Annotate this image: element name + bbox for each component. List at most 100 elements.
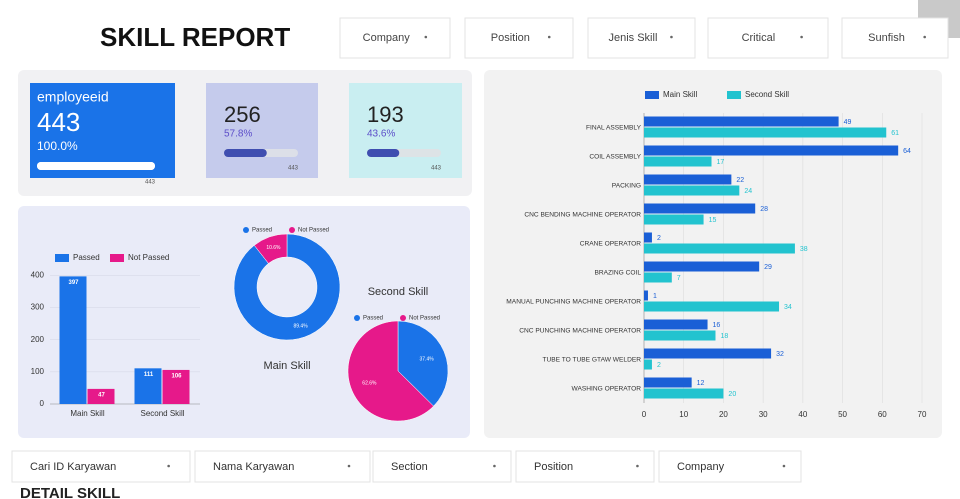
legend-label: Passed <box>252 228 272 234</box>
legend-label: Not Passed <box>298 228 329 234</box>
filter-dropdown[interactable] <box>515 450 655 483</box>
filter-dropdown[interactable] <box>339 17 451 59</box>
filter-dropdown[interactable] <box>11 450 191 483</box>
scorecard-label: employeeid <box>37 89 109 105</box>
bar-value: 17 <box>717 159 725 166</box>
bar <box>644 156 712 167</box>
scorecard-percent: 57.8% <box>224 129 252 140</box>
legend-swatch <box>400 315 406 321</box>
pie-slice <box>253 233 288 264</box>
y-tick-label: 200 <box>31 335 45 344</box>
bar-value: 20 <box>728 391 736 398</box>
dropdown-icon <box>800 35 803 39</box>
x-tick-label: 60 <box>878 410 887 419</box>
skill-panel <box>484 70 942 438</box>
bar <box>644 127 887 138</box>
filter-label: Critical <box>742 32 776 44</box>
bar-value: 64 <box>903 148 911 155</box>
scorecard-percent: 100.0% <box>37 139 78 153</box>
bar-value: 28 <box>760 206 768 213</box>
bar-value: 49 <box>844 119 852 126</box>
bar <box>644 301 780 312</box>
bar-value: 111 <box>144 372 154 378</box>
dropdown-icon <box>167 464 170 468</box>
y-tick-label: CNC PUNCHING MACHINE OPERATOR <box>519 327 641 334</box>
x-tick-label: 50 <box>838 410 847 419</box>
bar-value: 12 <box>697 380 705 387</box>
legend-swatch <box>243 227 249 233</box>
legend-label: Not Passed <box>128 253 169 262</box>
scorecard-max: 443 <box>431 166 442 172</box>
progress-fill <box>224 149 267 157</box>
filter-dropdown[interactable] <box>194 450 371 483</box>
filter-dropdown[interactable] <box>658 450 802 483</box>
filter-dropdown[interactable] <box>372 450 512 483</box>
bar-value: 34 <box>784 304 792 311</box>
bar <box>644 348 772 359</box>
bar-value: 1 <box>653 293 657 300</box>
legend-label: Not Passed <box>409 316 440 322</box>
scorecard-value: 256 <box>224 102 261 127</box>
legend-label: Passed <box>363 316 383 322</box>
x-tick-label: 0 <box>642 410 647 419</box>
x-tick-label: Main Skill <box>70 409 104 418</box>
y-tick-label: BRAZING COIL <box>594 269 641 276</box>
bar <box>644 214 704 225</box>
filter-dropdown[interactable] <box>587 17 696 59</box>
pie-slice <box>397 320 449 407</box>
dropdown-icon <box>670 35 673 39</box>
bar <box>644 261 760 272</box>
bar <box>644 203 756 214</box>
scorecard-max: 443 <box>145 180 156 186</box>
bar-value: 18 <box>720 333 728 340</box>
y-tick-label: TUBE TO TUBE GTAW WELDER <box>542 356 641 363</box>
y-tick-label: FINAL ASSEMBLY <box>586 124 642 131</box>
bar <box>644 388 724 399</box>
filter-dropdown[interactable] <box>841 17 949 59</box>
bar <box>644 272 672 283</box>
y-tick-label: 0 <box>40 399 45 408</box>
legend-swatch <box>55 254 69 262</box>
scorecard <box>349 83 462 178</box>
bar <box>644 319 708 330</box>
bar <box>644 232 652 243</box>
scorecard <box>206 83 318 178</box>
filter-label: Position <box>534 461 573 473</box>
bar <box>644 243 795 254</box>
y-tick-label: CRANE OPERATOR <box>580 240 642 247</box>
legend-label: Passed <box>73 253 100 262</box>
slice-label: 62.6% <box>362 380 377 386</box>
bar <box>59 276 87 404</box>
filter-dropdown[interactable] <box>707 17 829 59</box>
scorecard-value: 443 <box>37 107 80 137</box>
bar <box>644 330 716 341</box>
bar <box>644 145 899 156</box>
bar-value: 397 <box>68 280 79 286</box>
progress-fill <box>37 162 155 170</box>
filter-label: Position <box>491 32 530 44</box>
page-title: SKILL REPORT <box>100 22 290 52</box>
bar-value: 47 <box>98 392 105 398</box>
legend-swatch <box>354 315 360 321</box>
slice-label: 37.4% <box>420 356 435 362</box>
dropdown-icon <box>923 35 926 39</box>
filter-label: Company <box>363 32 411 44</box>
filter-dropdown[interactable] <box>464 17 574 59</box>
filter-label: Section <box>391 461 428 473</box>
dropdown-icon <box>782 464 786 468</box>
y-tick-label: PACKING <box>612 182 641 189</box>
filter-label: Nama Karyawan <box>213 461 294 473</box>
legend-swatch <box>727 91 741 99</box>
bar-value: 16 <box>713 322 721 329</box>
bar <box>644 359 652 370</box>
bar <box>644 290 648 301</box>
dropdown-icon <box>493 464 496 468</box>
filter-label: Company <box>677 461 725 473</box>
x-tick-label: 70 <box>918 410 927 419</box>
legend-label: Second Skill <box>745 90 789 99</box>
slice-label: 10.6% <box>266 245 281 251</box>
legend-swatch <box>645 91 659 99</box>
legend-swatch <box>289 227 295 233</box>
bar-value: 29 <box>764 264 772 271</box>
